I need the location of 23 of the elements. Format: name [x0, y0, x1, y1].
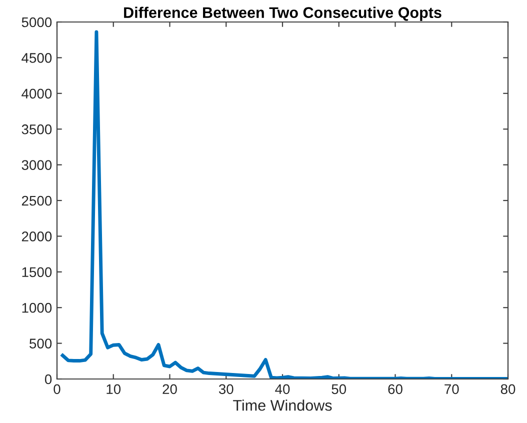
y-tick-label: 2000 — [22, 232, 52, 242]
y-tick-label: 1500 — [22, 267, 52, 278]
y-tick-label: 2500 — [22, 196, 52, 206]
x-tick-label: 30 — [218, 384, 234, 394]
y-tick-label: 3000 — [22, 160, 52, 170]
y-tick-label: 4500 — [22, 53, 52, 63]
x-tick-label: 40 — [275, 384, 290, 394]
line-series — [60, 30, 508, 379]
y-tick-label: 1000 — [22, 302, 52, 313]
x-tick-label: 0 — [54, 384, 60, 394]
y-tick-label: 4000 — [22, 88, 52, 99]
y-tick-label: 500 — [30, 338, 52, 348]
x-axis-title: Time Windows — [233, 400, 332, 411]
x-tick-label: 20 — [162, 384, 177, 394]
y-tick-label: 0 — [44, 374, 52, 384]
x-tick-label: 50 — [332, 384, 346, 394]
x-tick-label: 70 — [444, 384, 459, 394]
x-tick-label: 10 — [106, 384, 121, 394]
x-tick-label: 60 — [388, 384, 402, 394]
chart-title: Difference Between Two Consecutive Qopts — [124, 6, 442, 22]
y-tick-label: 5000 — [22, 17, 52, 28]
x-tick-label: 80 — [500, 384, 516, 394]
y-tick-label: 3500 — [22, 124, 52, 134]
